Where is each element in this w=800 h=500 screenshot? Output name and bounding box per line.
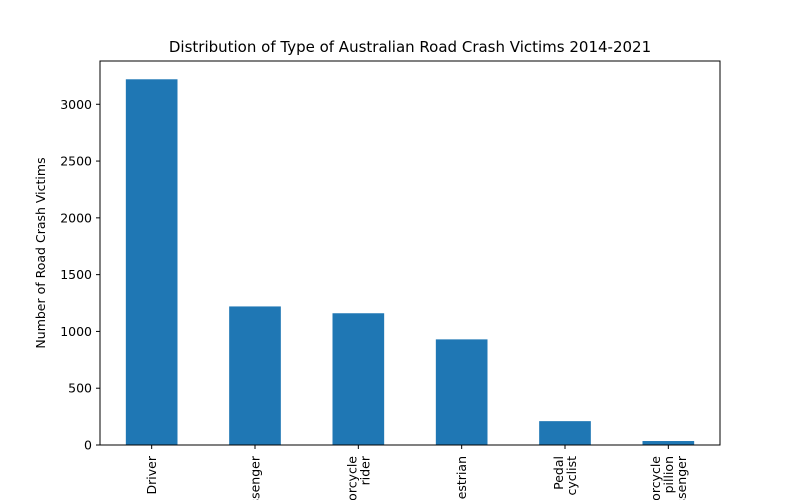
bar xyxy=(125,79,178,446)
x-tick-label: cyclist xyxy=(564,456,579,496)
x-tick-label: rider xyxy=(357,455,372,485)
chart-title: Distribution of Type of Australian Road … xyxy=(169,38,651,56)
y-tick-label: 2000 xyxy=(60,210,92,225)
x-tick-label: passenger xyxy=(674,455,689,500)
y-tick-label: 3000 xyxy=(60,97,92,112)
bar xyxy=(229,306,281,445)
x-tick-label: Pedal xyxy=(551,456,566,490)
y-tick-label: 1500 xyxy=(60,267,92,282)
x-tick-label: pillion xyxy=(661,456,676,493)
bar xyxy=(539,421,591,445)
y-tick-label: 2500 xyxy=(60,154,92,169)
bar xyxy=(642,441,695,445)
x-tick-label: Passenger xyxy=(248,455,263,500)
bar xyxy=(332,313,385,445)
y-tick-label: 0 xyxy=(84,438,92,453)
plot-area: 0 500 1000 1500 2000 2500 3000 Driver Passenger M… xyxy=(60,60,721,500)
x-tick-label: Pedestrian xyxy=(454,456,469,500)
y-tick-label: 1000 xyxy=(60,324,92,339)
y-axis-label: Number of Road Crash Victims xyxy=(33,157,48,348)
plot-frame xyxy=(99,60,721,446)
x-tick-label: Motorcycle xyxy=(648,456,663,500)
bar xyxy=(435,339,488,445)
x-tick-label: Driver xyxy=(144,455,159,494)
y-tick-label: 500 xyxy=(68,381,92,396)
x-tick-label: Motorcycle xyxy=(344,456,359,500)
